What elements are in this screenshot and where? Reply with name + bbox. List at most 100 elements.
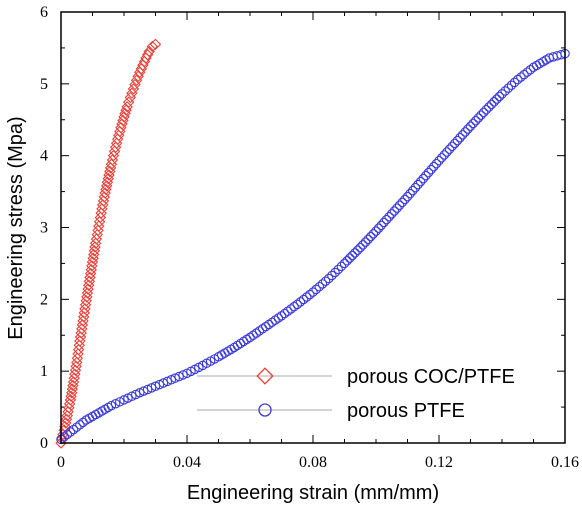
marker-ptfe — [286, 304, 296, 314]
marker-ptfe — [489, 97, 499, 107]
marker-ptfe — [106, 400, 117, 411]
marker-ptfe — [257, 324, 268, 334]
marker-ptfe — [330, 267, 340, 278]
marker-ptfe — [476, 110, 486, 120]
marker-ptfe — [365, 231, 376, 242]
marker-ptfe — [248, 330, 258, 340]
marker-ptfe — [509, 77, 520, 88]
marker-ptfe — [75, 420, 85, 430]
marker-ptfe — [484, 102, 494, 112]
marker-coc-ptfe — [126, 87, 138, 99]
marker-ptfe — [311, 284, 321, 295]
marker-ptfe — [407, 185, 418, 196]
marker-ptfe — [254, 326, 265, 336]
marker-ptfe — [415, 176, 426, 187]
marker-ptfe — [358, 240, 368, 250]
y-tick-label: 1 — [40, 363, 48, 380]
marker-ptfe — [368, 229, 379, 239]
marker-ptfe — [413, 179, 423, 190]
marker-ptfe — [478, 107, 489, 118]
marker-ptfe — [442, 147, 452, 157]
marker-ptfe — [500, 86, 510, 96]
marker-ptfe — [347, 250, 358, 261]
x-tick-label: 0.04 — [173, 454, 201, 471]
marker-ptfe — [245, 332, 255, 343]
x-tick-label: 0.12 — [425, 454, 453, 471]
plot-frame — [60, 11, 566, 444]
marker-ptfe — [392, 203, 402, 213]
marker-ptfe — [65, 427, 76, 437]
marker-ptfe — [447, 141, 457, 152]
marker-coc-ptfe — [127, 83, 140, 95]
marker-ptfe — [320, 276, 331, 286]
marker-ptfe — [405, 188, 415, 199]
marker-ptfe — [273, 313, 284, 323]
marker-ptfe — [444, 144, 455, 154]
marker-ptfe — [373, 223, 384, 233]
x-tick-label: 0.16 — [551, 454, 579, 471]
marker-ptfe — [457, 130, 468, 140]
marker-ptfe — [503, 83, 514, 93]
marker-ptfe — [428, 161, 439, 172]
marker-ptfe — [384, 211, 394, 222]
marker-ptfe — [270, 315, 280, 325]
legend-marker-ptfe — [258, 403, 272, 417]
marker-ptfe — [519, 69, 529, 80]
marker-ptfe — [342, 256, 352, 266]
x-tick-label: 0.08 — [299, 454, 327, 471]
data-markers — [55, 38, 570, 449]
marker-ptfe — [350, 248, 360, 258]
marker-ptfe — [289, 301, 299, 312]
axis-ticks: 0 0.04 0.08 0.12 0.16 0 1 2 3 4 5 6 — [40, 4, 579, 471]
marker-ptfe — [394, 200, 405, 210]
marker-coc-ptfe — [122, 96, 135, 108]
marker-ptfe — [494, 91, 505, 102]
marker-ptfe — [62, 429, 73, 440]
marker-ptfe — [497, 89, 507, 99]
marker-ptfe — [260, 321, 271, 332]
marker-ptfe — [301, 292, 312, 302]
marker-ptfe — [436, 153, 447, 163]
marker-ptfe — [381, 214, 392, 225]
marker-ptfe — [339, 258, 350, 269]
marker-ptfe — [251, 328, 262, 338]
marker-ptfe — [423, 167, 434, 178]
marker-ptfe — [410, 182, 421, 193]
marker-ptfe — [389, 206, 400, 216]
marker-ptfe — [360, 237, 371, 247]
marker-ptfe — [355, 242, 365, 253]
marker-ptfe — [434, 155, 444, 166]
y-tick-label: 4 — [40, 148, 48, 165]
marker-ptfe — [486, 99, 497, 110]
marker-ptfe — [352, 245, 363, 255]
marker-ptfe — [452, 135, 463, 146]
y-tick-label: 3 — [40, 220, 48, 237]
legend-marker-coc-ptfe — [256, 367, 274, 385]
y-tick-label: 6 — [40, 4, 48, 21]
marker-coc-ptfe — [149, 38, 162, 51]
legend: porous COC/PTFE porous PTFE — [197, 366, 515, 422]
marker-coc-ptfe — [143, 45, 155, 58]
marker-ptfe — [323, 273, 334, 284]
marker-ptfe — [68, 424, 79, 435]
marker-coc-ptfe — [129, 78, 141, 91]
marker-ptfe — [115, 397, 125, 407]
marker-ptfe — [336, 261, 347, 272]
marker-ptfe — [463, 124, 473, 134]
y-tick-label: 0 — [40, 435, 48, 452]
marker-ptfe — [283, 306, 293, 317]
marker-ptfe — [468, 118, 478, 129]
marker-ptfe — [363, 234, 373, 245]
marker-ptfe — [386, 209, 397, 219]
marker-ptfe — [400, 194, 410, 205]
marker-ptfe — [522, 67, 532, 77]
marker-ptfe — [267, 317, 277, 328]
marker-ptfe — [376, 220, 386, 231]
marker-ptfe — [491, 94, 502, 104]
marker-ptfe — [344, 253, 355, 263]
marker-ptfe — [418, 173, 428, 184]
marker-ptfe — [516, 72, 526, 82]
marker-ptfe — [308, 287, 318, 297]
marker-ptfe — [298, 294, 309, 305]
